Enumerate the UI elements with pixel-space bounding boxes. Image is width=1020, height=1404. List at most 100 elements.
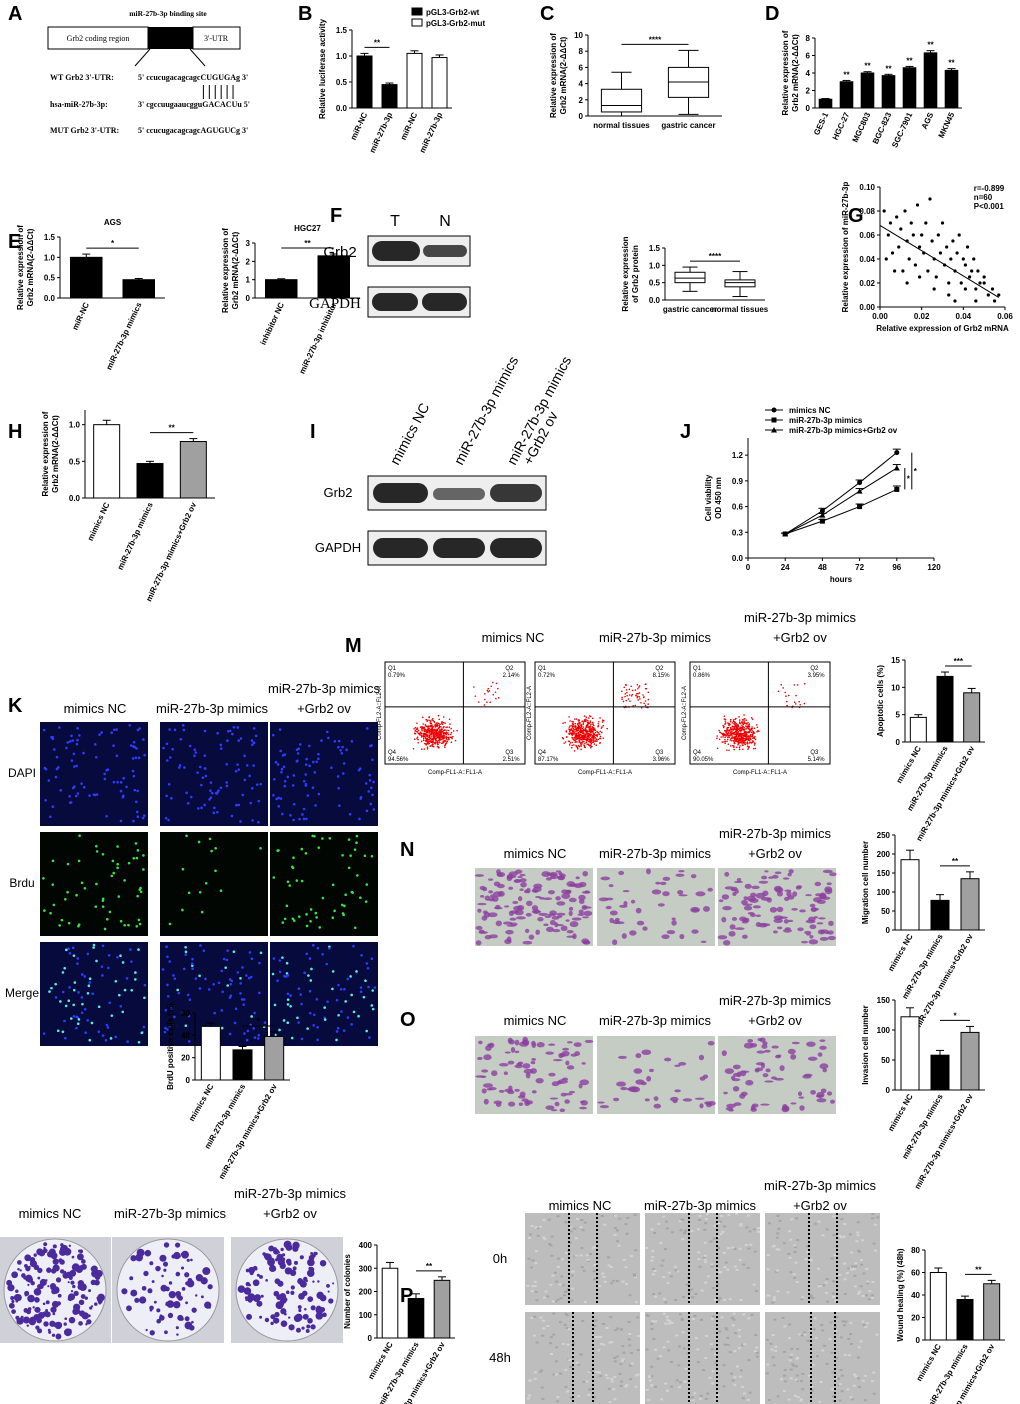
event-dot: [489, 701, 491, 703]
texture: [710, 1265, 714, 1268]
texture: [772, 1298, 776, 1301]
texture: [782, 1389, 786, 1392]
texture: [689, 1288, 693, 1291]
bar: [264, 1035, 285, 1081]
event-dot: [426, 731, 428, 734]
cell-blob: [783, 928, 792, 933]
cell-dot: [362, 995, 366, 999]
texture: [765, 1372, 769, 1375]
texture: [793, 1244, 797, 1247]
texture: [583, 1221, 587, 1224]
cell-dot: [219, 889, 223, 893]
cell-dot: [364, 900, 368, 903]
cell-dot: [58, 726, 61, 729]
cell-dot: [176, 988, 179, 992]
colony: [33, 1253, 37, 1257]
texture: [739, 1223, 743, 1226]
event-dot: [799, 703, 801, 706]
condition-label: miR-27b-3p mimics: [599, 1013, 711, 1028]
texture: [838, 1383, 842, 1386]
cell-dot: [196, 771, 199, 774]
texture: [562, 1294, 566, 1297]
texture: [577, 1363, 581, 1366]
event-dot: [743, 717, 746, 720]
event-dot: [494, 691, 497, 693]
texture: [542, 1236, 546, 1239]
cell-dot: [323, 1018, 327, 1021]
point: [974, 299, 978, 303]
y-axis-label: of Grb2 protein: [631, 245, 640, 303]
y-axis-label: Relative luciferase activity: [318, 18, 327, 119]
cell-dot: [67, 947, 70, 951]
point: [982, 275, 986, 279]
texture: [817, 1400, 821, 1403]
cell-dot: [164, 1026, 167, 1030]
texture: [771, 1334, 775, 1337]
cell-dot: [233, 1021, 237, 1025]
event-dot: [741, 744, 744, 746]
cell-dot: [331, 970, 335, 973]
x-tick-label: inhibitor NC: [259, 301, 287, 346]
event-dot: [431, 737, 433, 740]
texture: [809, 1259, 813, 1262]
colony: [52, 1312, 56, 1316]
texture: [847, 1267, 851, 1270]
point: [951, 239, 955, 243]
panel-label: F: [330, 205, 342, 227]
texture: [711, 1382, 715, 1385]
cell-dot: [228, 1032, 232, 1036]
texture: [843, 1353, 847, 1356]
event-dot: [621, 690, 623, 693]
texture: [554, 1300, 558, 1303]
sequence-label: hsa-miR-27b-3p:: [50, 100, 108, 109]
legend-label: pGL3-Grb2-mut: [426, 19, 485, 28]
colony: [86, 1319, 92, 1325]
event-dot: [576, 741, 578, 743]
cell-blob: [671, 920, 677, 926]
y-tick-label: 0.0: [44, 294, 56, 303]
texture: [704, 1397, 708, 1400]
colony: [277, 1280, 284, 1287]
event-dot: [744, 743, 746, 745]
event-dot: [422, 723, 424, 725]
y-tick-label: 0.9: [732, 477, 744, 486]
event-dot: [735, 725, 738, 728]
sequence-label: MUT Grb2 3'-UTR:: [50, 126, 119, 135]
event-dot: [425, 725, 428, 728]
texture: [804, 1258, 808, 1261]
point: [947, 293, 951, 297]
texture: [799, 1399, 803, 1402]
texture: [599, 1335, 603, 1338]
event-dot: [749, 741, 751, 744]
cell-blob: [764, 870, 769, 873]
y-axis-label: Wound healing (%) (48h): [896, 1248, 905, 1342]
colony: [63, 1270, 67, 1273]
cell-dot: [134, 756, 138, 760]
event-dot: [647, 703, 649, 705]
event-dot: [426, 737, 429, 740]
cell-dot: [163, 1030, 167, 1034]
cell-dot: [338, 804, 341, 807]
cell-blob: [801, 940, 809, 944]
cell-dot: [72, 786, 75, 790]
event-dot: [430, 739, 432, 741]
texture: [739, 1224, 743, 1227]
blot-band: [490, 538, 542, 558]
cell-blob: [755, 1062, 765, 1066]
texture: [843, 1223, 847, 1226]
cell-blob: [519, 878, 527, 883]
event-dot: [588, 715, 591, 717]
event-dot: [740, 733, 742, 735]
cell-dot: [60, 918, 64, 922]
cell-dot: [310, 967, 313, 971]
texture: [534, 1226, 538, 1229]
colony: [29, 1256, 36, 1263]
cell-dot: [76, 957, 80, 960]
y-tick-label: 10: [891, 683, 900, 692]
cell-blob: [560, 925, 568, 932]
texture: [843, 1278, 847, 1281]
texture: [830, 1257, 834, 1260]
colony: [184, 1316, 190, 1322]
texture: [703, 1241, 707, 1244]
cell-blob: [541, 871, 551, 878]
